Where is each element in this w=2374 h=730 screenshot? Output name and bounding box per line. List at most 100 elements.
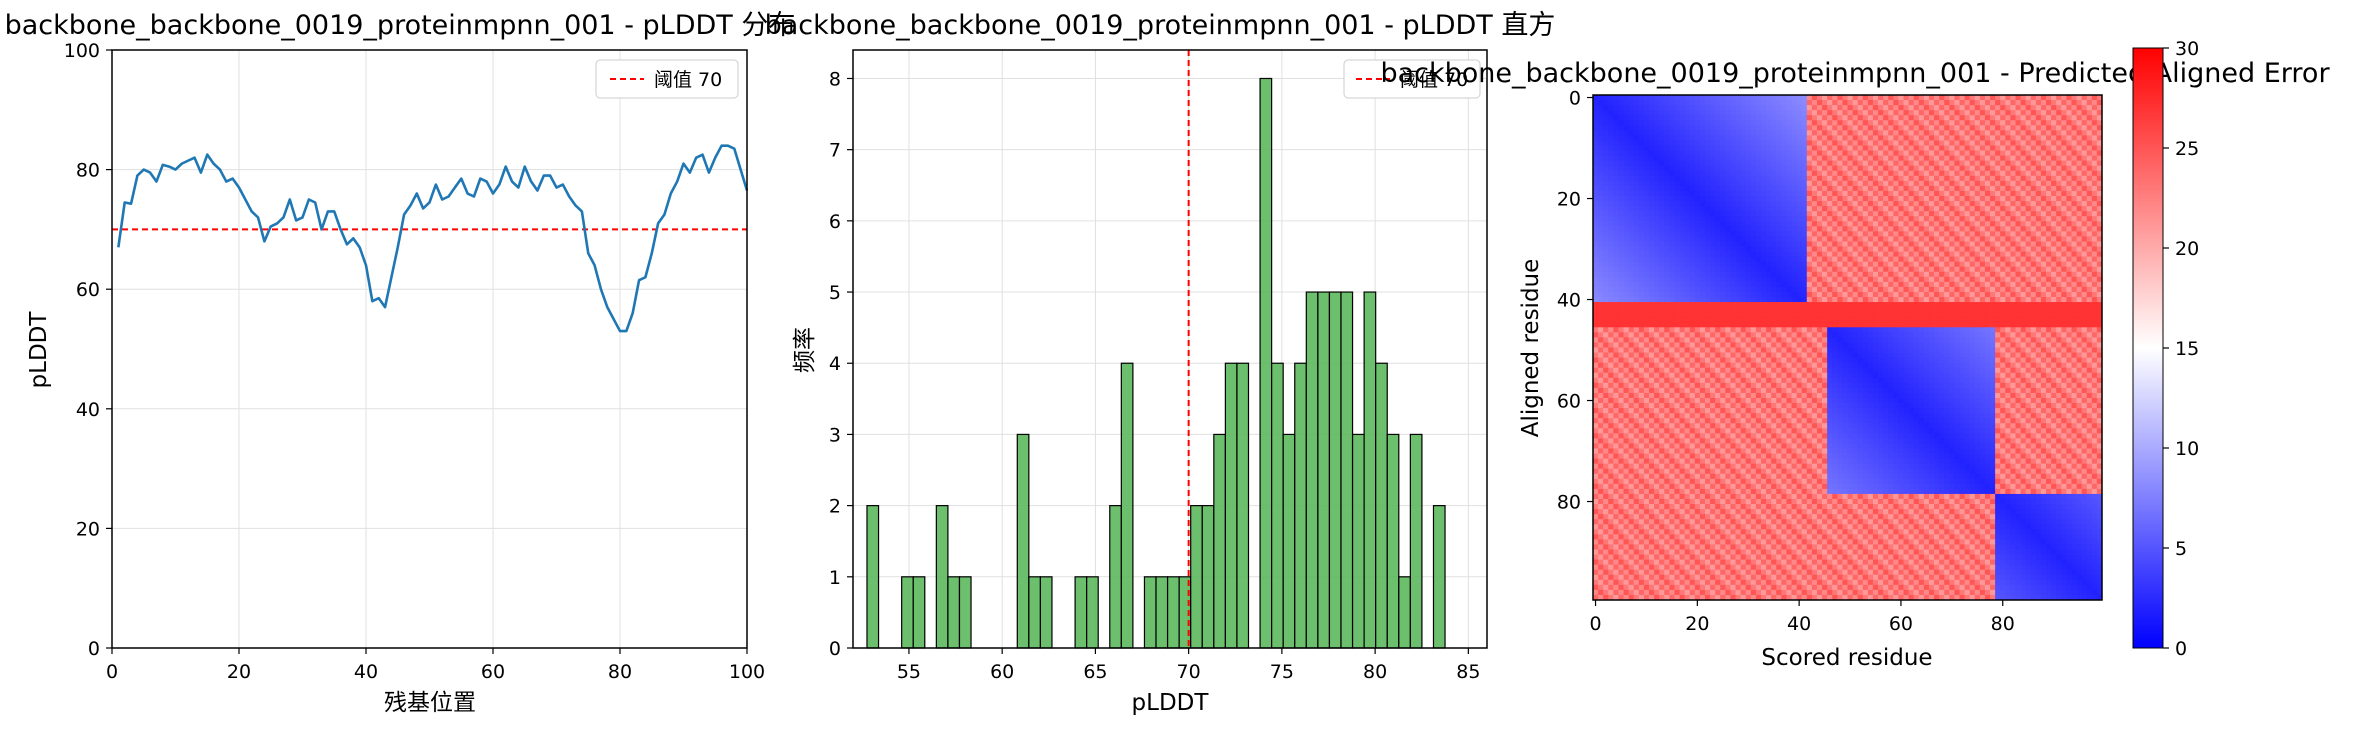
pae-cell [2030,180,2037,187]
pae-cell [1674,261,1680,268]
pae-cell [2086,115,2093,121]
pae-cell [1628,322,1635,328]
pae-cell [1664,95,1670,101]
pae-cell [1735,231,1742,237]
pae-cell [1730,211,1736,217]
pae-cell [1878,145,1884,151]
pae-cell [1684,271,1691,278]
pae-cell [1908,271,1915,278]
pae-cell [1618,190,1624,197]
pae-cell [1822,271,1828,278]
pae-cell [1608,226,1614,232]
pae-cell [1745,276,1752,283]
pae-cell [1679,110,1686,116]
pae-cell [1990,226,1996,232]
pae-cell [1949,302,1955,308]
pae-cell [1837,236,1843,242]
pae-cell [1638,185,1645,192]
pae-cell [1857,317,1864,323]
pae-cell [1740,105,1747,111]
pae-cell [1608,266,1614,273]
pae-cell [1766,125,1772,131]
pae-cell [2076,281,2083,288]
pae-cell [1633,196,1640,202]
pae-cell [1928,246,1935,252]
pae-cell [1832,180,1838,187]
pae-cell [1613,221,1619,227]
pae-cell [1608,95,1614,101]
pae-cell [2071,175,2077,182]
pae-cell [1710,135,1716,141]
pae-cell [1618,297,1624,303]
pae-cell [1908,266,1915,273]
pae-cell [2061,180,2067,187]
pae-cell [1699,170,1706,177]
pae-cell [1878,206,1884,212]
pae-cell [2096,201,2103,207]
pae-cell [2010,307,2016,313]
pae-cell [2035,291,2042,298]
pae-cell [1928,281,1935,288]
pae-cell [1903,327,1909,333]
pae-cell [1771,236,1777,242]
pae-cell [1816,261,1823,268]
pae-cell [1679,160,1686,167]
pae-cell [1760,206,1767,212]
pae-cell [1801,130,1808,136]
pae-cell [1857,312,1864,318]
pae-cell [1949,115,1955,121]
pae-cell [1608,231,1614,237]
pae-cell [2035,256,2042,263]
pae-cell [1928,105,1935,111]
pae-cell [2066,180,2072,187]
pae-cell [1857,281,1864,288]
pae-cell [1913,165,1920,172]
pae-cell [1710,231,1716,237]
pae-cell [2076,170,2083,177]
pae-cell [1954,216,1960,222]
pae-cell [2020,276,2027,283]
pae-cell [2091,170,2098,177]
pae-cell [1684,261,1691,268]
pae-cell [1755,327,1762,333]
pae-cell [2056,140,2062,146]
pae-cell [2051,307,2057,313]
pae-cell [1964,251,1971,257]
pae-cell [1664,150,1670,156]
pae-cell [2086,327,2093,333]
pae-cell [1659,206,1665,212]
pae-cell [1654,150,1660,156]
pae-cell [2020,297,2027,303]
pae-cell [1623,266,1630,273]
pae-cell [1740,180,1747,187]
pae-cell [1811,201,1818,207]
pae-cell [2000,160,2006,167]
pae-cell [1628,307,1635,313]
pae-cell [1796,332,1803,338]
pae-cell [1872,291,1879,298]
pae-cell [2040,150,2047,156]
pae-cell [1674,185,1680,192]
pae-cell [1603,261,1609,268]
pae-cell [2030,95,2037,101]
pae-cell [1755,155,1762,162]
pae-cell [1715,221,1721,227]
pae-cell [1806,221,1813,227]
pae-cell [1684,241,1691,247]
pae-cell [1750,236,1757,242]
pae-cell [1928,297,1935,303]
pae-cell [2030,185,2037,192]
pae-cell [1618,120,1624,126]
pae-cell [1888,271,1894,278]
pae-cell [1638,206,1645,212]
pae-cell [1791,105,1797,111]
pae-cell [1954,312,1960,318]
pae-cell [1979,125,1986,131]
pae-cell [1766,180,1772,187]
pae-cell [1715,190,1721,197]
pae-cell [1969,165,1976,172]
pae-cell [2061,140,2067,146]
pae-cell [2000,130,2006,136]
pae-cell [1643,125,1650,131]
pae-cell [1679,221,1686,227]
